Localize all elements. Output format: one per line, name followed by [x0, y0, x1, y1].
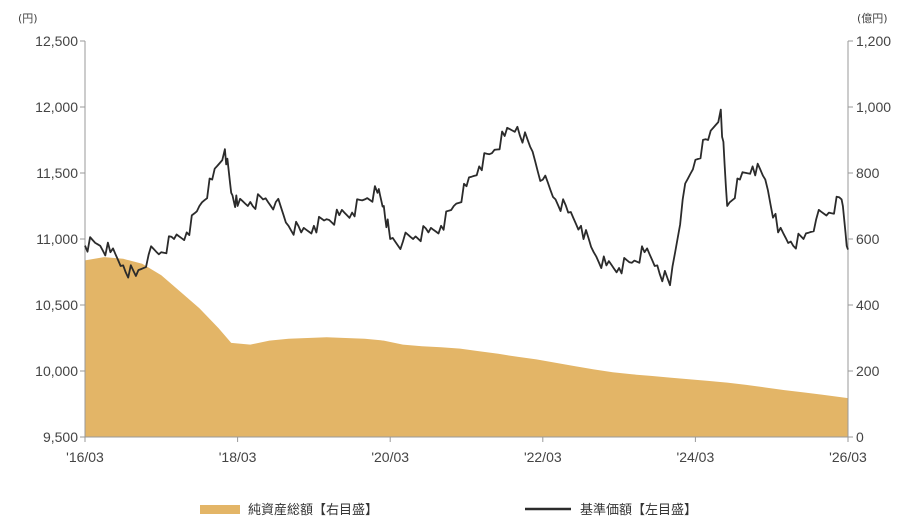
left-tick-label: 12,500 — [35, 33, 78, 49]
right-tick-label: 0 — [856, 429, 864, 445]
right-tick-label: 800 — [856, 165, 880, 181]
legend-swatch-assets — [200, 505, 240, 514]
right-tick-label: 1,000 — [856, 99, 891, 115]
right-tick-label: 600 — [856, 231, 880, 247]
right-tick-label: 400 — [856, 297, 880, 313]
legend: 純資産総額【右目盛】 基準価額【左目盛】 — [200, 502, 697, 518]
right-tick-label: 1,200 — [856, 33, 891, 49]
x-tick-label: '26/03 — [829, 449, 867, 465]
x-tick-label: '20/03 — [371, 449, 409, 465]
left-axis-unit: (円) — [18, 12, 38, 25]
x-tick-label: '16/03 — [66, 449, 104, 465]
left-tick-label: 10,500 — [35, 297, 78, 313]
right-axis-unit: (億円) — [857, 12, 888, 25]
x-tick-label: '24/03 — [677, 449, 715, 465]
right-tick-label: 200 — [856, 363, 880, 379]
nav-line-layer — [85, 110, 848, 286]
x-tick-label: '18/03 — [219, 449, 257, 465]
legend-label-nav: 基準価額【左目盛】 — [580, 502, 697, 518]
left-tick-label: 11,000 — [36, 231, 78, 247]
left-tick-label: 10,000 — [35, 363, 78, 379]
left-tick-label: 11,500 — [36, 165, 78, 181]
x-tick-label: '22/03 — [524, 449, 562, 465]
left-tick-label: 12,000 — [35, 99, 78, 115]
nav-line — [85, 110, 848, 286]
assets-area — [85, 257, 848, 437]
assets-area-layer — [85, 257, 848, 437]
left-tick-label: 9,500 — [43, 429, 78, 445]
legend-label-assets: 純資産総額【右目盛】 — [248, 502, 378, 518]
